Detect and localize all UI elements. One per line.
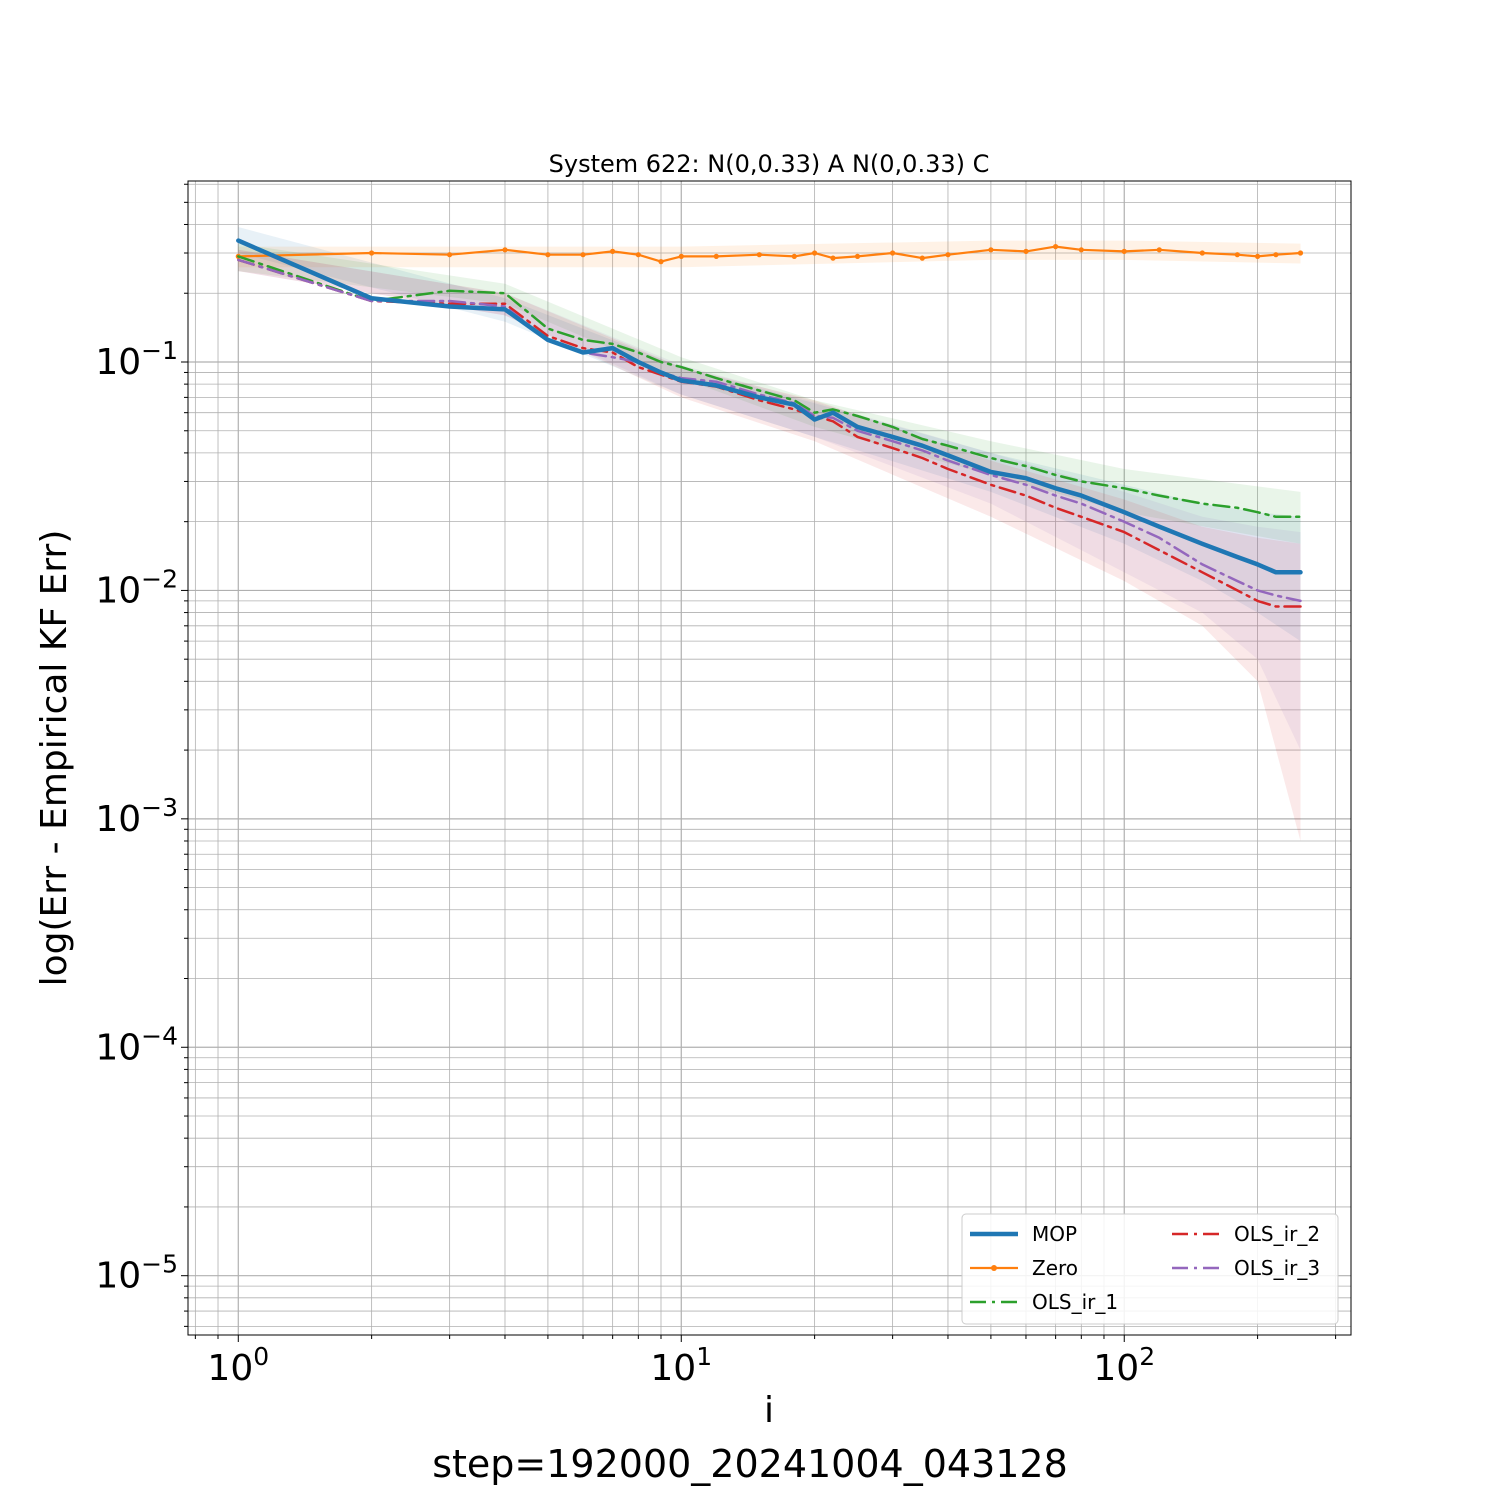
data-point-Zero	[812, 250, 818, 256]
data-point-Zero	[830, 255, 836, 261]
data-point-Zero	[1053, 244, 1059, 250]
legend: MOP Zero OLS_ir_1 OLS_ir_2 OLS_ir_3	[961, 1213, 1339, 1325]
band-MOP	[238, 227, 1301, 642]
series-line-MOP	[236, 238, 1303, 575]
x-tick-label: 102	[1093, 1342, 1155, 1389]
data-point-Zero	[1199, 250, 1205, 256]
y-axis-label: log(Err - Empirical KF Err)	[34, 530, 75, 987]
y-tick-label: 10−5	[95, 1250, 178, 1297]
y-tick-label: 10−4	[95, 1021, 178, 1068]
data-point-Zero	[502, 247, 508, 253]
legend-box	[961, 1213, 1339, 1325]
y-tick-label: 10−3	[95, 793, 178, 840]
axis-ticks: 100 101 102 10−1 10−2 10−3 10−4 10−5	[95, 183, 1337, 1389]
footer-step-label: step=192000_20241004_043128	[432, 1442, 1068, 1486]
x-tick-label: 101	[650, 1342, 712, 1389]
data-point-Zero	[988, 247, 994, 253]
data-point-Zero	[1121, 248, 1127, 254]
legend-entries: MOP Zero OLS_ir_1 OLS_ir_2 OLS_ir_3	[970, 1222, 1320, 1314]
data-point-Zero	[369, 250, 375, 256]
data-point-Zero	[1255, 253, 1261, 259]
grid	[188, 181, 1351, 1335]
data-point-Zero	[635, 252, 641, 258]
band-OLS_ir_2	[238, 249, 1301, 842]
x-axis-label: i	[764, 1390, 774, 1431]
legend-marker-Zero	[991, 1265, 997, 1271]
data-point-Zero	[658, 259, 664, 265]
data-point-Zero	[1273, 252, 1279, 258]
data-point-Zero	[610, 248, 616, 254]
plot-frame	[187, 180, 1352, 1336]
data-point-Zero	[1297, 250, 1304, 256]
data-point-Zero	[1234, 252, 1240, 258]
series-line-Zero	[237, 245, 1302, 263]
legend-label-MOP: MOP	[1032, 1222, 1077, 1246]
data-point-Zero	[1023, 248, 1029, 254]
data-point-Zero	[580, 252, 586, 258]
x-tick-label: 100	[207, 1342, 269, 1389]
series-line-OLS_ir_3	[237, 258, 1302, 603]
series-lines	[235, 238, 1304, 608]
data-point-Zero	[1156, 247, 1162, 253]
y-tick-label: 10−2	[95, 564, 178, 611]
legend-label-OLS_ir_3: OLS_ir_3	[1234, 1256, 1320, 1280]
data-point-Zero	[854, 253, 861, 259]
data-point-Zero	[890, 250, 896, 256]
data-point-Zero	[678, 253, 684, 259]
y-tick-label: 10−1	[95, 336, 178, 383]
legend-label-OLS_ir_2: OLS_ir_2	[1234, 1222, 1320, 1246]
series-line-OLS_ir_2	[237, 258, 1302, 608]
legend-label-Zero: Zero	[1032, 1256, 1078, 1280]
series-line-OLS_ir_1	[237, 255, 1302, 519]
data-point-Zero	[919, 255, 925, 261]
data-point-Zero	[945, 252, 951, 258]
data-point-Zero	[756, 252, 762, 258]
chart-title: System 622: N(0,0.33) A N(0,0.33) C	[549, 150, 990, 178]
data-point-Zero	[713, 253, 719, 259]
data-point-Zero	[447, 252, 453, 258]
data-point-Zero	[791, 253, 797, 259]
data-point-Zero	[1078, 247, 1084, 253]
data-point-Zero	[545, 252, 551, 258]
legend-label-OLS_ir_1: OLS_ir_1	[1032, 1290, 1118, 1314]
band-Zero	[238, 240, 1301, 268]
